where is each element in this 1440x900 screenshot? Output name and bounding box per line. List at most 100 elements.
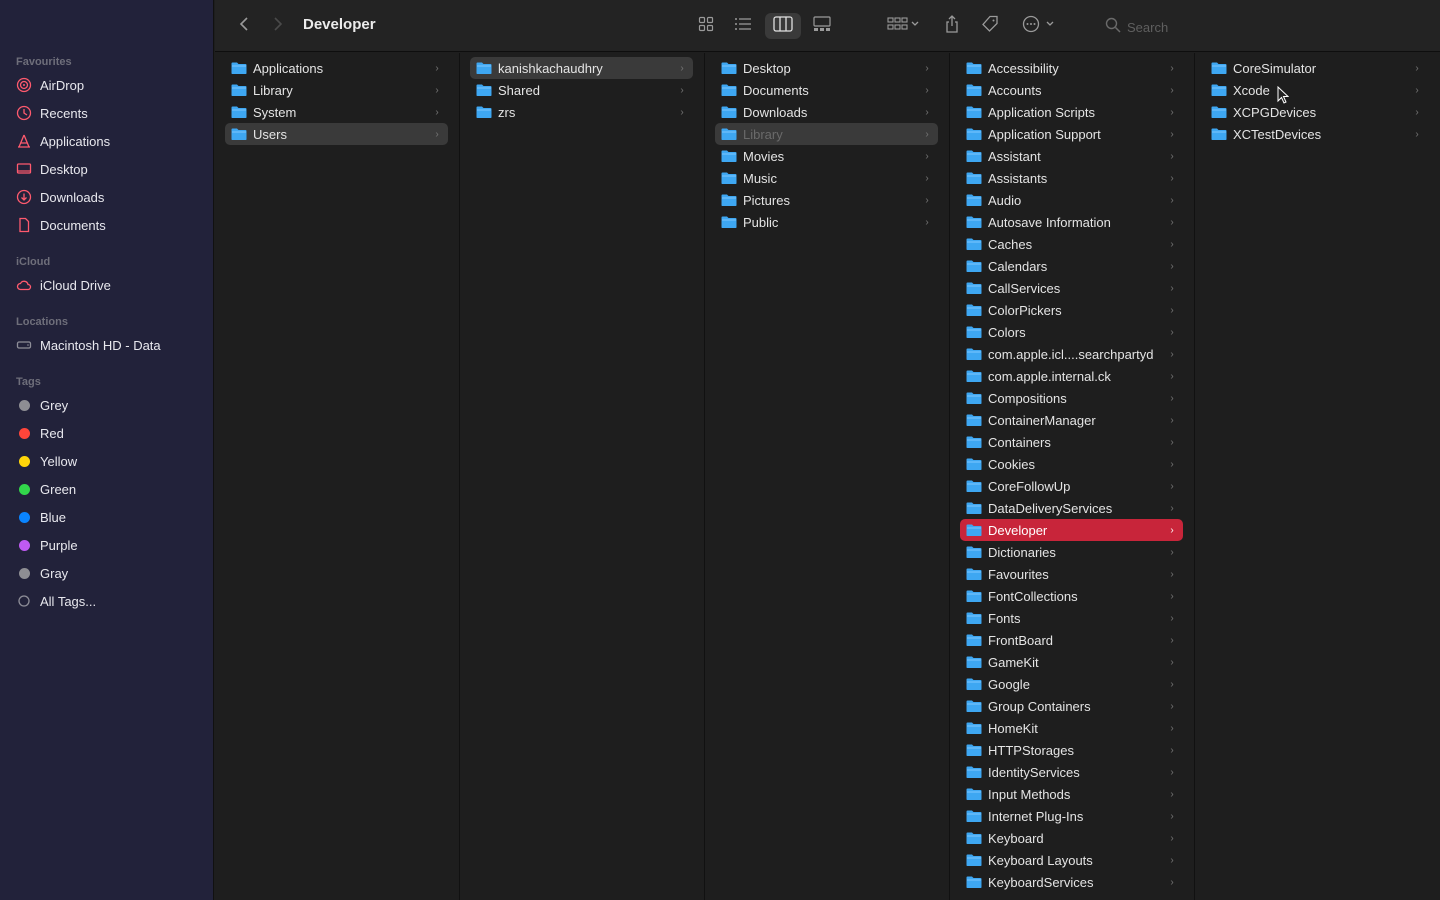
- sidebar-tag-gray[interactable]: Gray: [16, 561, 206, 585]
- folder-row[interactable]: CoreFollowUp ›: [960, 475, 1183, 497]
- folder-row[interactable]: Keyboard ›: [960, 827, 1183, 849]
- sidebar-item-icloud-drive[interactable]: iCloud Drive: [16, 273, 206, 297]
- folder-row[interactable]: Containers ›: [960, 431, 1183, 453]
- column-3[interactable]: Accessibility › Accounts › Application Scrip…: [950, 53, 1195, 900]
- folder-row[interactable]: com.apple.internal.ck ›: [960, 365, 1183, 387]
- folder-row[interactable]: Autosave Information ›: [960, 211, 1183, 233]
- more-button[interactable]: [1019, 13, 1061, 39]
- folder-row[interactable]: Desktop ›: [715, 57, 938, 79]
- gallery-view-button[interactable]: [809, 13, 835, 39]
- back-icon: [239, 16, 249, 37]
- tag-button[interactable]: [977, 13, 1003, 39]
- sidebar-tag-blue[interactable]: Blue: [16, 505, 206, 529]
- folder-row[interactable]: Keyboard Layouts ›: [960, 849, 1183, 871]
- folder-row[interactable]: CoreSimulator ›: [1205, 57, 1428, 79]
- group-button[interactable]: [883, 13, 925, 39]
- folder-row[interactable]: Audio ›: [960, 189, 1183, 211]
- sidebar-item-recents[interactable]: Recents: [16, 101, 206, 125]
- search-input[interactable]: [1127, 19, 1387, 35]
- folder-row[interactable]: Input Methods ›: [960, 783, 1183, 805]
- column-0[interactable]: Applications › Library › System › Users ›: [215, 53, 460, 900]
- folder-row[interactable]: Dictionaries ›: [960, 541, 1183, 563]
- folder-name: GameKit: [988, 654, 1039, 670]
- share-button[interactable]: [939, 13, 965, 39]
- sidebar-tag-red[interactable]: Red: [16, 421, 206, 445]
- column-4[interactable]: CoreSimulator › Xcode › XCPGDevices › XCTestDe…: [1195, 53, 1440, 900]
- folder-row[interactable]: Xcode ›: [1205, 79, 1428, 101]
- more-icon: [1022, 15, 1058, 38]
- list-view-button[interactable]: [730, 13, 756, 39]
- folder-row[interactable]: Fonts ›: [960, 607, 1183, 629]
- search-box[interactable]: [1105, 13, 1423, 41]
- folder-row[interactable]: Library ›: [715, 123, 938, 145]
- folder-row[interactable]: Pictures ›: [715, 189, 938, 211]
- folder-row[interactable]: XCTestDevices ›: [1205, 123, 1428, 145]
- folder-row[interactable]: Caches ›: [960, 233, 1183, 255]
- folder-row[interactable]: Downloads ›: [715, 101, 938, 123]
- folder-row[interactable]: HomeKit ›: [960, 717, 1183, 739]
- folder-row[interactable]: ColorPickers ›: [960, 299, 1183, 321]
- sidebar-item-documents[interactable]: Documents: [16, 213, 206, 237]
- folder-icon: [1211, 128, 1227, 140]
- back-button[interactable]: [233, 13, 255, 39]
- chevron-right-icon: ›: [1170, 854, 1174, 866]
- folder-row[interactable]: Internet Plug-Ins ›: [960, 805, 1183, 827]
- folder-row[interactable]: GameKit ›: [960, 651, 1183, 673]
- folder-row[interactable]: Applications ›: [225, 57, 448, 79]
- folder-row[interactable]: Application Support ›: [960, 123, 1183, 145]
- folder-row[interactable]: KeyboardServices ›: [960, 871, 1183, 893]
- folder-row[interactable]: Documents ›: [715, 79, 938, 101]
- folder-row[interactable]: Assistant ›: [960, 145, 1183, 167]
- folder-row[interactable]: Cookies ›: [960, 453, 1183, 475]
- sidebar-item-all-tags[interactable]: All Tags...: [16, 589, 206, 613]
- sidebar-item-applications[interactable]: Applications: [16, 129, 206, 153]
- sidebar-tag-yellow[interactable]: Yellow: [16, 449, 206, 473]
- folder-row[interactable]: Assistants ›: [960, 167, 1183, 189]
- sidebar-tag-grey[interactable]: Grey: [16, 393, 206, 417]
- folder-row[interactable]: Music ›: [715, 167, 938, 189]
- folder-row[interactable]: HTTPStorages ›: [960, 739, 1183, 761]
- folder-row[interactable]: FrontBoard ›: [960, 629, 1183, 651]
- folder-row[interactable]: kanishkachaudhry ›: [470, 57, 693, 79]
- folder-row[interactable]: Colors ›: [960, 321, 1183, 343]
- folder-icon: [966, 722, 982, 734]
- folder-name: Fonts: [988, 610, 1021, 626]
- folder-row[interactable]: Compositions ›: [960, 387, 1183, 409]
- folder-row[interactable]: DataDeliveryServices ›: [960, 497, 1183, 519]
- folder-name: Users: [253, 126, 287, 142]
- sidebar-item-desktop[interactable]: Desktop: [16, 157, 206, 181]
- folder-row[interactable]: ContainerManager ›: [960, 409, 1183, 431]
- folder-icon: [966, 502, 982, 514]
- folder-row[interactable]: zrs ›: [470, 101, 693, 123]
- folder-row[interactable]: FontCollections ›: [960, 585, 1183, 607]
- folder-row[interactable]: Public ›: [715, 211, 938, 233]
- folder-row[interactable]: Movies ›: [715, 145, 938, 167]
- folder-row[interactable]: Google ›: [960, 673, 1183, 695]
- folder-row[interactable]: Developer ›: [960, 519, 1183, 541]
- sidebar-tag-purple[interactable]: Purple: [16, 533, 206, 557]
- column-1[interactable]: kanishkachaudhry › Shared › zrs ›: [460, 53, 705, 900]
- folder-row[interactable]: com.apple.icl....searchpartyd ›: [960, 343, 1183, 365]
- folder-row[interactable]: XCPGDevices ›: [1205, 101, 1428, 123]
- column-2[interactable]: Desktop › Documents › Downloads › Library › Movi…: [705, 53, 950, 900]
- sidebar-item-airdrop[interactable]: AirDrop: [16, 73, 206, 97]
- column-view-button[interactable]: [765, 13, 801, 39]
- sidebar-item-macintosh-hd[interactable]: Macintosh HD - Data: [16, 333, 206, 357]
- folder-row[interactable]: System ›: [225, 101, 448, 123]
- folder-row[interactable]: Group Containers ›: [960, 695, 1183, 717]
- folder-row[interactable]: Shared ›: [470, 79, 693, 101]
- folder-row[interactable]: Users ›: [225, 123, 448, 145]
- folder-row[interactable]: Accounts ›: [960, 79, 1183, 101]
- icon-view-button[interactable]: [693, 13, 719, 39]
- folder-row[interactable]: Calendars ›: [960, 255, 1183, 277]
- folder-row[interactable]: Accessibility ›: [960, 57, 1183, 79]
- folder-row[interactable]: Application Scripts ›: [960, 101, 1183, 123]
- folder-row[interactable]: CallServices ›: [960, 277, 1183, 299]
- sidebar-tag-green[interactable]: Green: [16, 477, 206, 501]
- sidebar-item-downloads[interactable]: Downloads: [16, 185, 206, 209]
- folder-name: Internet Plug-Ins: [988, 808, 1084, 824]
- forward-button[interactable]: [267, 13, 289, 39]
- folder-row[interactable]: IdentityServices ›: [960, 761, 1183, 783]
- folder-row[interactable]: Library ›: [225, 79, 448, 101]
- folder-row[interactable]: Favourites ›: [960, 563, 1183, 585]
